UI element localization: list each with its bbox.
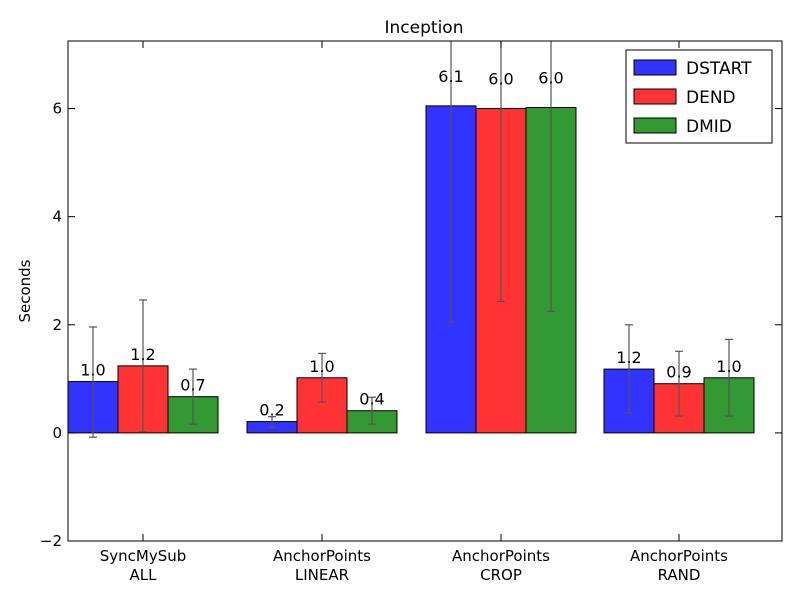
x-tick-label-0-0: SyncMySub [100,547,187,565]
axes-frame [67,40,783,542]
data-label-dend-0: 1.2 [130,345,155,364]
data-label-dstart-1: 0.2 [259,401,284,420]
y-tick-label-1: 0 [52,424,62,442]
x-tick-label-1-1: LINEAR [295,566,349,584]
x-tick-label-3-1: RAND [658,566,701,584]
legend: DSTART DEND DMID [625,49,773,144]
data-label-dmid-0: 0.7 [180,376,205,395]
legend-swatch-dmid [633,117,677,134]
legend-label-dmid: DMID [686,117,732,137]
data-label-dmid-1: 0.4 [359,390,384,409]
data-label-dstart-3: 1.2 [616,348,641,367]
data-label-dstart-2: 6.1 [438,67,463,86]
plot-area: 1.0 0.2 6.1 1.2 1.2 1.0 6.0 0.9 0.7 0.4 6.0 1.0 −2 0 2… [40,40,783,584]
chart-title: Inception [385,18,464,38]
data-label-dend-1: 1.0 [309,357,334,376]
legend-label-dstart: DSTART [686,59,752,79]
data-label-dmid-2: 6.0 [538,68,563,87]
y-tick-label-2: 2 [52,316,62,334]
data-label-dend-3: 0.9 [666,363,691,382]
y-tick-label-3: 4 [52,208,62,226]
data-label-dstart-0: 1.0 [80,361,105,380]
x-tick-label-0-1: ALL [130,566,158,584]
x-tick-label-2-0: AnchorPoints [452,547,550,565]
data-label-dend-2: 6.0 [488,70,513,89]
legend-label-dend: DEND [686,88,736,108]
x-tick-label-2-1: CROP [480,566,522,584]
data-label-dmid-3: 1.0 [716,357,741,376]
y-tick-label-4: 6 [52,100,62,118]
legend-swatch-dend [633,88,677,105]
legend-swatch-dstart [633,59,677,76]
bars-group [68,41,755,438]
x-tick-label-1-0: AnchorPoints [273,547,371,565]
y-tick-label-0: −2 [40,532,62,550]
y-axis-label: Seconds [16,259,34,322]
x-tick-label-3-0: AnchorPoints [630,547,728,565]
